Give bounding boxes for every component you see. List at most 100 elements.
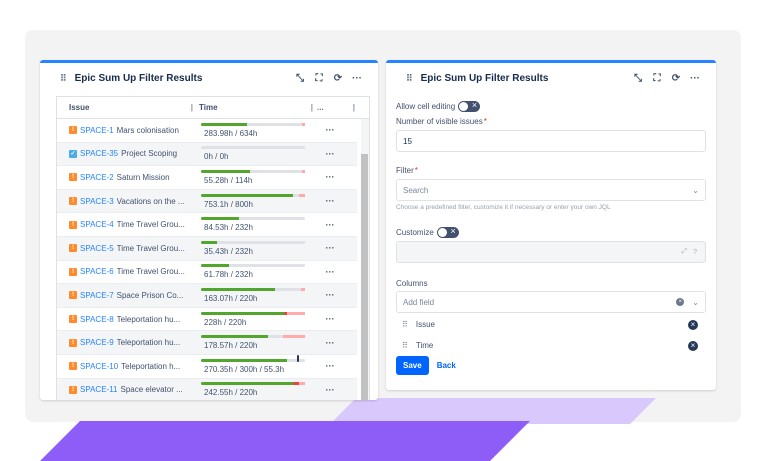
column-header-time[interactable]: Time| [197,103,317,112]
fullscreen-icon[interactable]: ⛶ [310,73,328,84]
collapse-icon[interactable]: ⤡ [629,73,647,84]
row-actions-button[interactable]: ··· [305,314,355,324]
issue-key-link[interactable]: SPACE-8 [80,315,114,324]
chevron-down-icon: ⌄ [692,186,699,195]
row-actions-button[interactable]: ··· [305,125,355,135]
time-value: 35.43h / 232h [201,247,305,256]
jql-input[interactable]: ⤢? [396,241,706,263]
time-value: 178.57h / 220h [201,341,305,350]
issue-key-link[interactable]: SPACE-1 [80,126,114,135]
issue-key-link[interactable]: SPACE-11 [80,385,118,394]
issue-key-link[interactable]: SPACE-7 [80,291,114,300]
epic-type-icon: ! [69,221,77,229]
time-progress-bar [201,241,305,244]
customize-toggle[interactable] [437,227,459,238]
time-progress-bar [201,382,305,385]
time-remaining-segment [299,194,305,197]
time-progress-bar [201,170,305,173]
scrollbar-thumb[interactable] [361,154,368,400]
epic-type-icon: ! [69,126,77,134]
row-actions-button[interactable]: ··· [305,267,355,277]
allow-cell-editing-toggle[interactable] [458,101,480,112]
time-progress-bar [201,194,305,197]
filter-label: Filter [396,166,414,175]
drag-handle-icon[interactable]: ⠿ [402,320,408,329]
column-item: ⠿Time× [396,335,706,356]
more-icon[interactable]: ··· [348,73,366,84]
issue-key-link[interactable]: SPACE-5 [80,244,114,253]
results-gadget: ⠿ Epic Sum Up Filter Results ⤡ ⛶ ⟳ ··· I… [40,60,378,400]
time-track [229,264,305,267]
column-header-more[interactable]: ...| [317,103,357,112]
expand-icon[interactable]: ⤢ [681,248,687,256]
issue-key-link[interactable]: SPACE-10 [80,362,118,371]
row-actions-button[interactable]: ··· [305,290,355,300]
fullscreen-icon[interactable]: ⛶ [648,73,666,84]
allow-cell-editing-label: Allow cell editing [396,102,455,111]
issue-summary: Space elevator ... [121,385,183,394]
drag-handle-icon[interactable]: ⠿ [402,341,408,350]
remove-column-icon[interactable]: × [688,341,698,351]
issue-key-link[interactable]: SPACE-4 [80,220,114,229]
time-remaining-segment [302,123,305,126]
refresh-icon[interactable]: ⟳ [667,73,685,84]
time-done-segment [201,335,268,338]
visible-issues-input[interactable]: 15 [396,130,706,152]
clear-icon[interactable]: × [676,298,684,306]
time-done-segment [201,217,239,220]
time-done-segment [201,264,229,267]
refresh-icon[interactable]: ⟳ [329,73,347,84]
time-value: 242.55h / 220h [201,388,305,397]
issue-key-link[interactable]: SPACE-2 [80,173,114,182]
time-progress-bar [201,359,305,362]
row-actions-button[interactable]: ··· [305,149,355,159]
time-remaining-segment [301,288,305,291]
gadget-title: Epic Sum Up Filter Results [421,73,628,84]
issue-key-link[interactable]: SPACE-9 [80,338,114,347]
row-actions-button[interactable]: ··· [305,172,355,182]
column-resize-handle[interactable]: | [353,103,355,112]
time-progress-bar [201,264,305,267]
time-remaining-segment [302,170,305,173]
more-icon[interactable]: ··· [686,73,704,84]
row-actions-button[interactable]: ··· [305,220,355,230]
time-done-segment [201,312,284,315]
back-link[interactable]: Back [437,361,456,370]
column-resize-handle[interactable]: | [311,103,313,112]
time-value: 61.78h / 232h [201,270,305,279]
chevron-down-icon[interactable]: ⌄ [692,298,699,307]
time-value: 84.53h / 232h [201,223,305,232]
add-field-select[interactable]: Add field×⌄ [396,291,706,313]
time-value: 270.35h / 300h / 55.3h [201,365,305,374]
epic-type-icon: ! [69,173,77,181]
time-done-segment [201,382,293,385]
issue-key-link[interactable]: SPACE-35 [80,149,118,158]
issue-key-link[interactable]: SPACE-6 [80,267,114,276]
time-done-segment [201,123,247,126]
drag-handle-icon[interactable]: ⠿ [406,73,413,84]
scrollbar[interactable] [361,119,369,400]
row-actions-button[interactable]: ··· [305,361,355,371]
time-value: 283.98h / 634h [201,129,305,138]
row-actions-button[interactable]: ··· [305,338,355,348]
column-resize-handle[interactable]: | [191,103,193,112]
column-header-issue[interactable]: Issue| [57,103,197,112]
remove-column-icon[interactable]: × [688,320,698,330]
collapse-icon[interactable]: ⤡ [291,73,309,84]
time-done-segment [201,194,293,197]
row-actions-button[interactable]: ··· [305,196,355,206]
issue-key-link[interactable]: SPACE-3 [80,197,114,206]
row-actions-button[interactable]: ··· [305,385,355,395]
help-icon[interactable]: ? [693,249,697,256]
row-actions-button[interactable]: ··· [305,243,355,253]
issue-summary: Time Travel Grou... [117,220,185,229]
issue-summary: Saturn Mission [117,173,170,182]
filter-select[interactable]: Search⌄ [396,179,706,201]
save-button[interactable]: Save [396,356,429,375]
epic-type-icon: ! [69,386,77,394]
drag-handle-icon[interactable]: ⠿ [60,73,67,84]
issue-summary: Teleportation h... [121,362,180,371]
